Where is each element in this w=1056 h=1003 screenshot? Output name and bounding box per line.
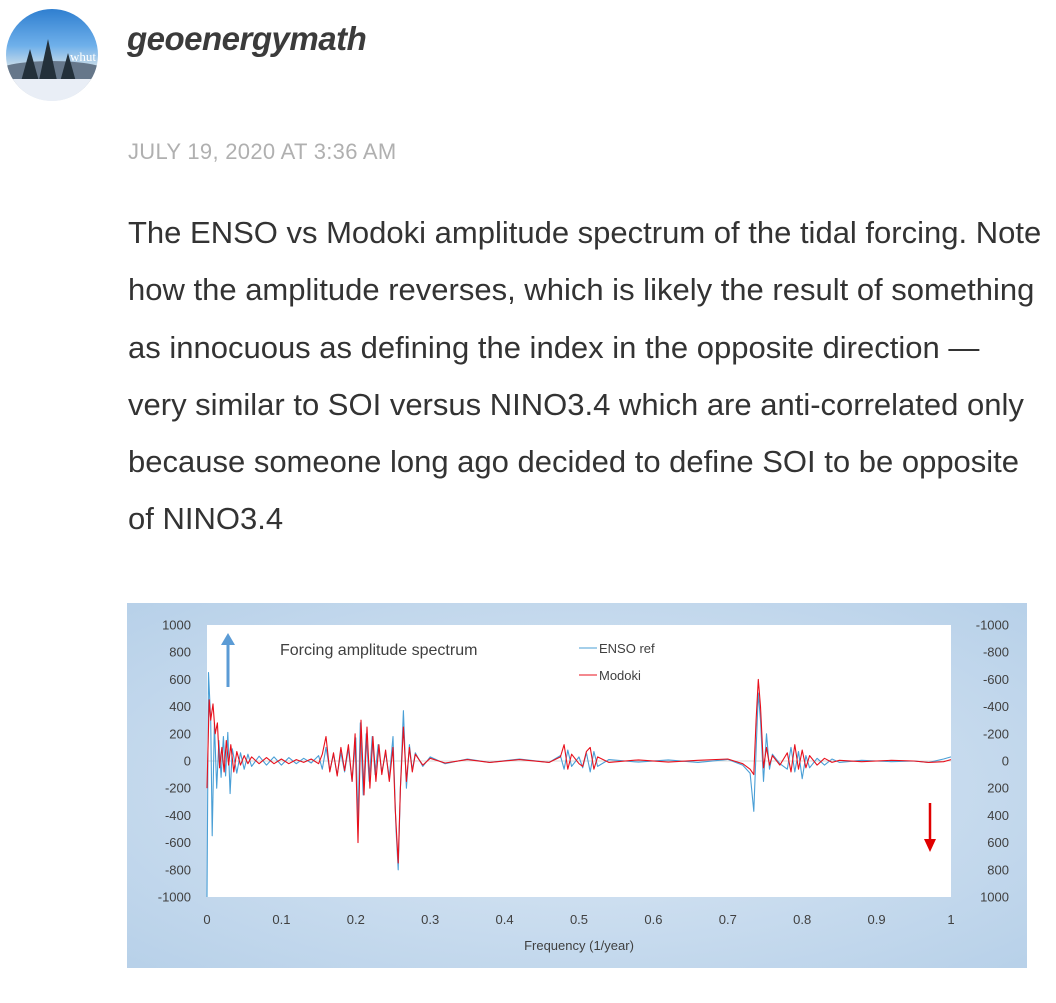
x-tick-label: 0.4	[496, 912, 514, 927]
x-tick-label: 0.3	[421, 912, 439, 927]
y-tick-label-right: 600	[987, 835, 1009, 850]
x-tick-label: 0.8	[793, 912, 811, 927]
avatar-tree	[20, 49, 40, 85]
y-tick-label-right: 800	[987, 862, 1009, 877]
y-tick-label-left: -400	[165, 808, 191, 823]
avatar-tree	[38, 39, 58, 85]
y-tick-label-left: -1000	[158, 890, 191, 905]
y-tick-label-left: 400	[169, 699, 191, 714]
y-tick-label-right: -200	[983, 726, 1009, 741]
y-tick-label-left: 800	[169, 645, 191, 660]
legend-label-modoki: Modoki	[599, 668, 641, 683]
x-axis-label: Frequency (1/year)	[524, 938, 634, 953]
y-tick-label-left: 600	[169, 672, 191, 687]
comment-text: The ENSO vs Modoki amplitude spectrum of…	[128, 215, 1042, 537]
series-line-enso	[206, 672, 952, 898]
x-tick-label: 0.6	[644, 912, 662, 927]
x-tick-label: 0.7	[719, 912, 737, 927]
legend: ENSO ref Modoki	[579, 641, 655, 683]
y-tick-label-right: 400	[987, 808, 1009, 823]
y-tick-label-left: 1000	[162, 618, 191, 633]
up-arrow-icon	[221, 633, 235, 687]
y-tick-label-right: -600	[983, 672, 1009, 687]
x-tick-label: 0.5	[570, 912, 588, 927]
y-tick-label-right: 1000	[980, 890, 1009, 905]
x-tick-label: 1	[947, 912, 954, 927]
series-line-modoki	[206, 678, 952, 864]
y-tick-label-right: -800	[983, 645, 1009, 660]
comment-author[interactable]: geoenergymath	[127, 20, 367, 57]
chart-image[interactable]: 1000 800 600 400 200 0 -200 -400 -600 -800 -1000 -1…	[127, 603, 1027, 968]
x-tick-label: 0	[203, 912, 210, 927]
avatar-tag: whut	[70, 49, 96, 64]
y-tick-label-right: -1000	[976, 618, 1009, 633]
x-tick-label: 0.2	[347, 912, 365, 927]
y-tick-label-left: -200	[165, 781, 191, 796]
y-tick-label-left: 200	[169, 726, 191, 741]
spectrum-chart: 1000 800 600 400 200 0 -200 -400 -600 -800 -1000 -1…	[127, 603, 1027, 968]
comment-date[interactable]: JULY 19, 2020 AT 3:36 AM	[128, 139, 397, 164]
y-tick-label-right: 0	[1002, 754, 1009, 769]
y-tick-label-left: 0	[184, 754, 191, 769]
avatar[interactable]: whut	[6, 9, 98, 101]
legend-label-enso: ENSO ref	[599, 641, 655, 656]
x-tick-label: 0.9	[868, 912, 886, 927]
y-tick-label-left: -600	[165, 835, 191, 850]
avatar-snow	[6, 79, 98, 101]
down-arrow-icon	[924, 803, 936, 852]
x-tick-label: 0.1	[272, 912, 290, 927]
y-tick-label-left: -800	[165, 862, 191, 877]
y-tick-label-right: -400	[983, 699, 1009, 714]
chart-title: Forcing amplitude spectrum	[280, 642, 477, 659]
y-tick-label-right: 200	[987, 781, 1009, 796]
